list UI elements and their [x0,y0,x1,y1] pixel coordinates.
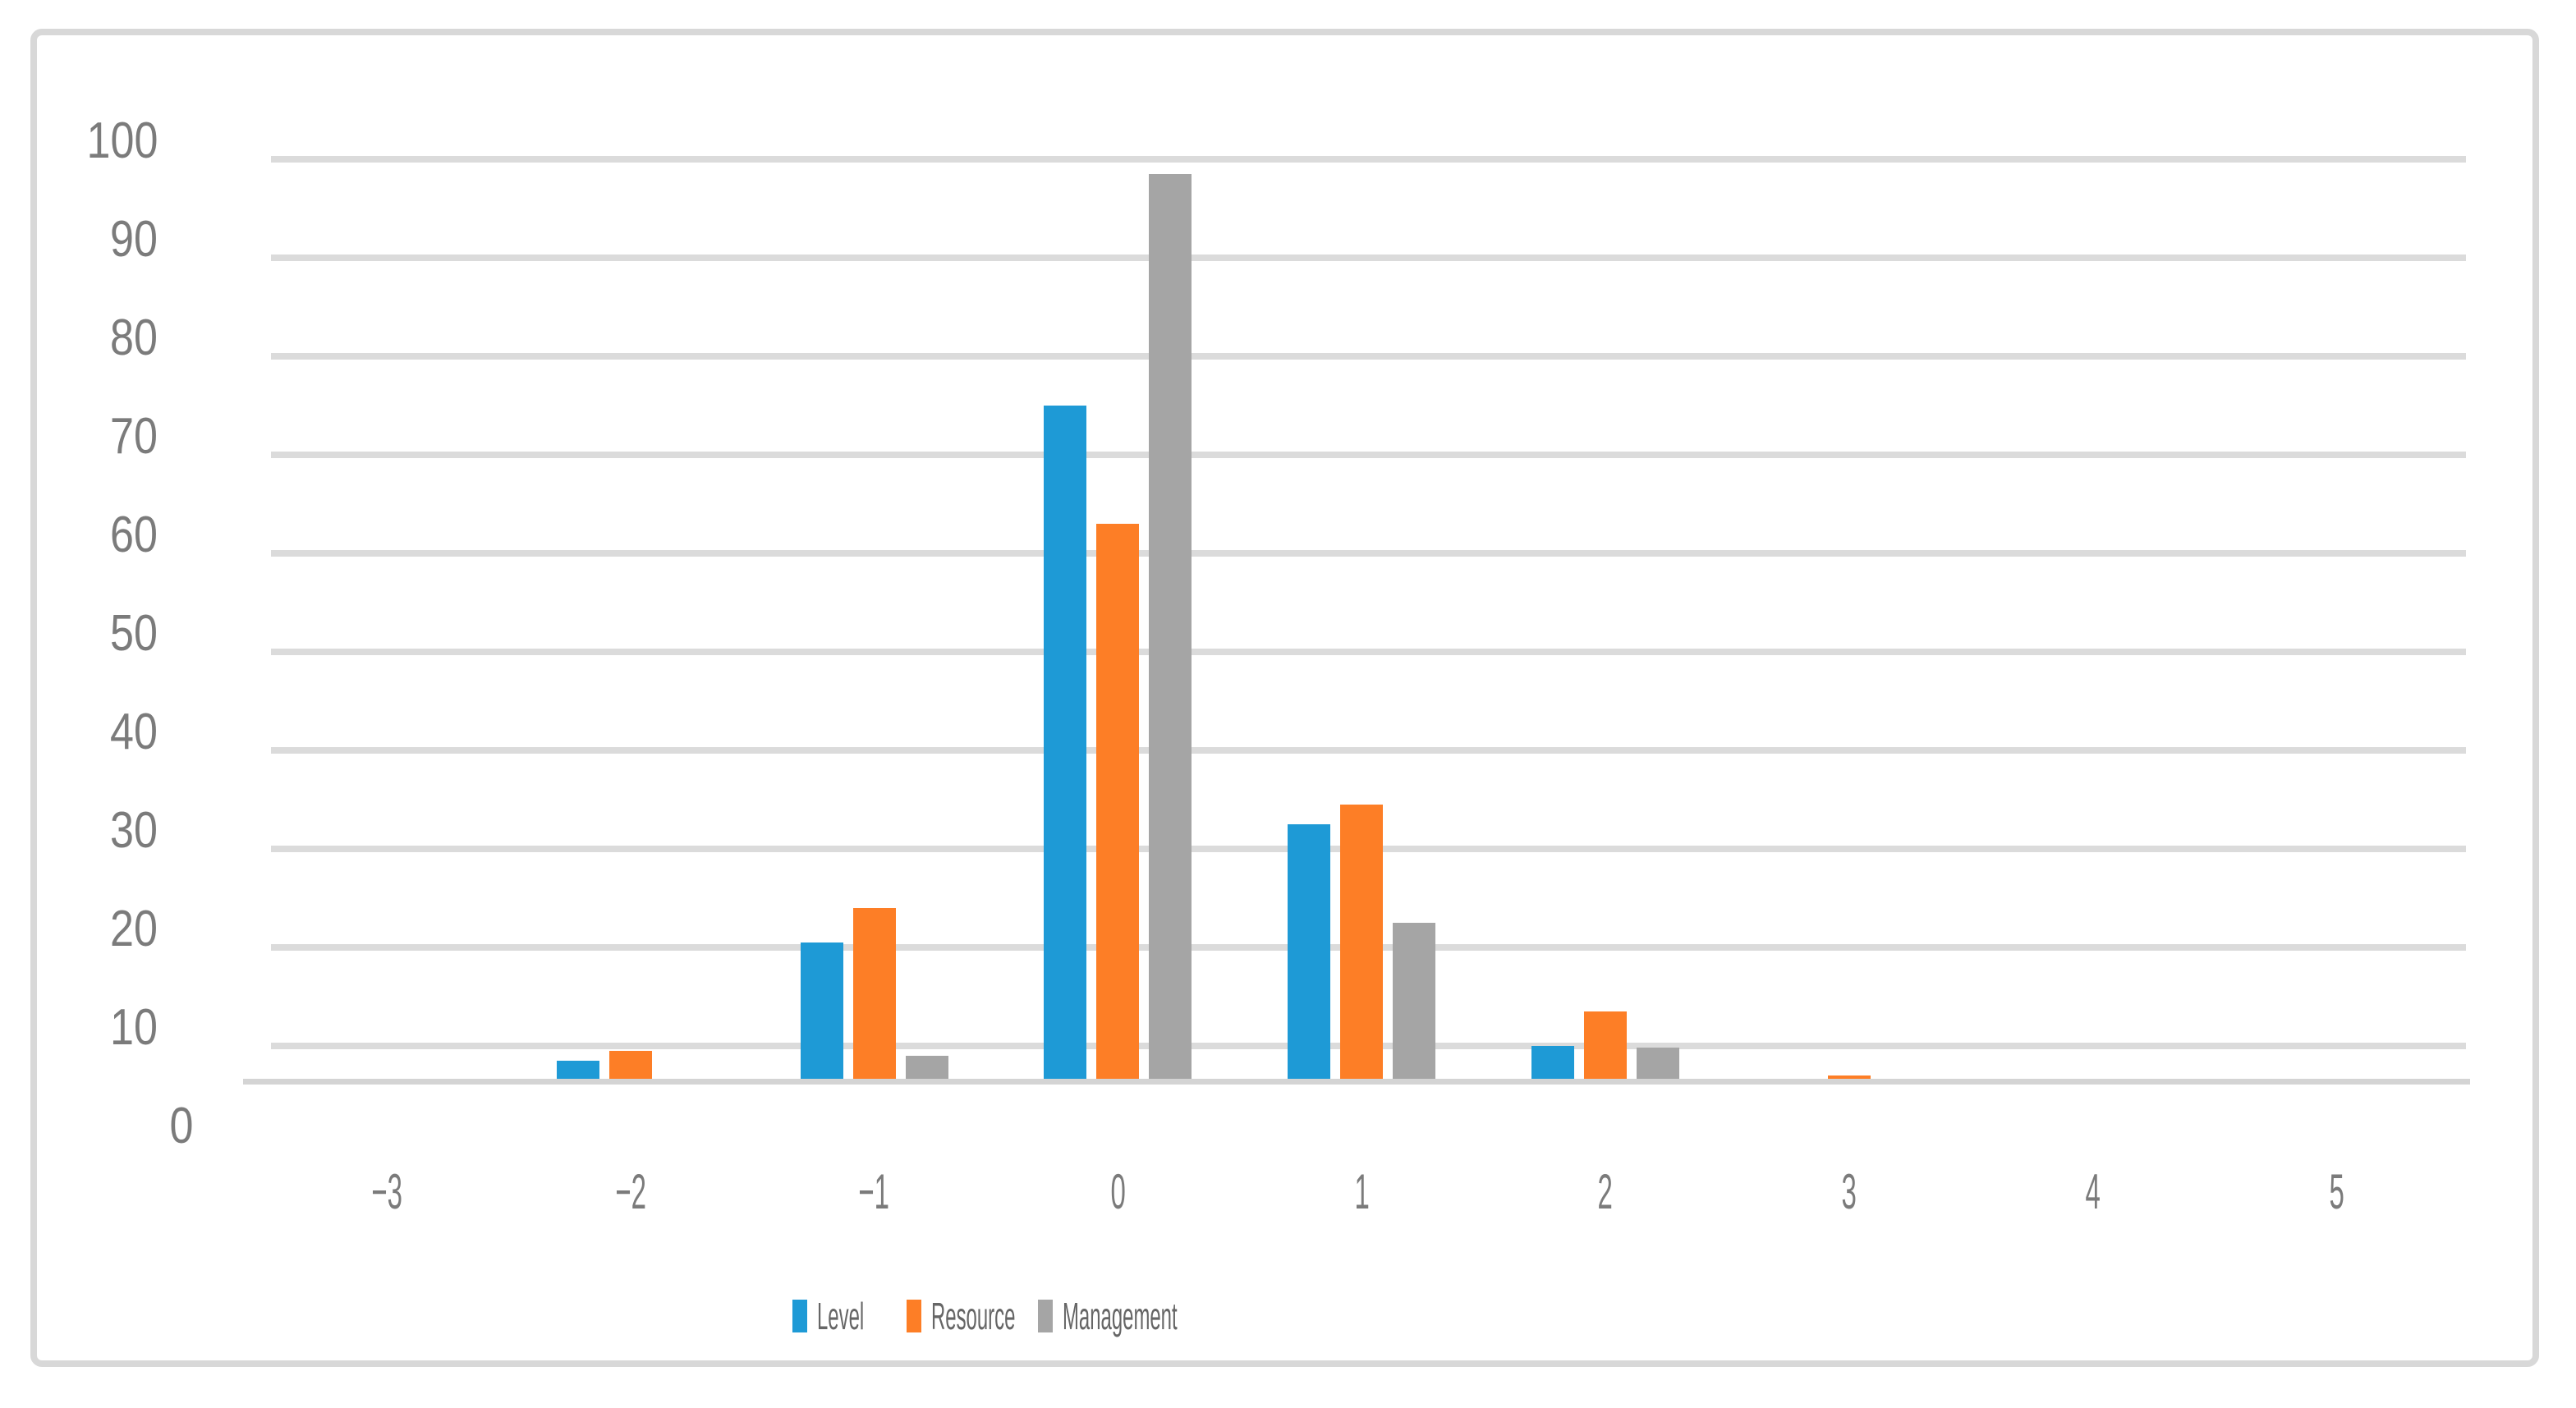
y-tick-text: 70 [110,408,158,465]
legend-swatch-management [1038,1300,1053,1332]
x-tick-text: −1 [858,1164,890,1219]
x-tick-label-5: 5 [2254,1166,2418,1218]
legend-label-management: Management [1063,1296,1283,1337]
y-gridline-90 [271,255,2466,261]
y-tick-text: 90 [110,211,158,268]
y-gridline-40 [271,747,2466,754]
x-tick-label-4: 4 [2011,1166,2175,1218]
x-tick-text: 2 [1597,1164,1614,1219]
bar-resource-cat3 [1828,1075,1871,1079]
legend-swatch-resource [907,1300,921,1332]
y-gridline-100 [271,156,2466,163]
y-tick-label-40: 40 [0,707,158,758]
x-tick-label-1: 1 [1279,1166,1444,1218]
y-tick-label-60: 60 [0,510,158,561]
x-tick-text: 1 [1354,1164,1370,1219]
x-axis-line [243,1079,2470,1085]
x-tick-label--1: −1 [792,1166,957,1218]
bar-management-cat0 [1149,174,1192,1079]
bar-resource-cat1 [1340,805,1383,1079]
y-tick-label-0: 0 [0,1101,193,1152]
legend-label-text: Resource [931,1295,1016,1337]
x-tick-text: −3 [371,1164,402,1219]
x-tick-text: 4 [2085,1164,2101,1219]
y-tick-label-50: 50 [0,608,158,659]
y-tick-text: 20 [110,901,158,957]
legend-label-text: Level [817,1295,865,1337]
legend-label-level: Level [817,1296,907,1337]
bar-resource-cat-1 [853,908,896,1079]
y-tick-text: 10 [110,999,158,1056]
y-gridline-80 [271,353,2466,360]
x-tick-text: 0 [1110,1164,1126,1219]
figure-border [30,29,2539,1367]
y-tick-label-90: 90 [0,214,158,265]
y-tick-label-10: 10 [0,1002,158,1053]
bar-management-cat1 [1393,923,1435,1079]
x-tick-text: 5 [2329,1164,2344,1219]
bar-management-cat-1 [906,1056,948,1079]
y-tick-text: 30 [110,802,158,859]
x-tick-label-3: 3 [1767,1166,1931,1218]
bar-management-cat2 [1637,1048,1679,1079]
x-tick-label--3: −3 [305,1166,469,1218]
x-tick-label-2: 2 [1523,1166,1687,1218]
y-gridline-60 [271,550,2466,557]
y-tick-label-100: 100 [0,116,158,167]
x-tick-text: 3 [1841,1164,1857,1219]
bar-resource-cat-2 [609,1051,652,1079]
bar-level-cat-1 [801,942,843,1079]
y-tick-text: 80 [110,310,158,366]
legend-label-text: Management [1063,1295,1178,1337]
x-tick-label-0: 0 [1035,1166,1200,1218]
y-tick-text: 100 [86,112,158,169]
y-tick-label-70: 70 [0,411,158,462]
y-tick-label-20: 20 [0,904,158,955]
bar-level-cat1 [1288,824,1330,1079]
bar-level-cat-2 [557,1061,599,1079]
x-tick-text: −2 [614,1164,646,1219]
y-tick-text: 0 [169,1098,193,1154]
y-gridline-50 [271,649,2466,655]
y-gridline-70 [271,452,2466,458]
bar-resource-cat2 [1584,1011,1627,1079]
legend-label-resource: Resource [931,1296,1093,1337]
y-tick-text: 60 [110,507,158,563]
y-tick-text: 50 [110,605,158,662]
bar-level-cat0 [1044,406,1086,1079]
y-tick-label-30: 30 [0,805,158,856]
x-tick-label--2: −2 [549,1166,713,1218]
bar-level-cat2 [1531,1046,1574,1079]
y-tick-label-80: 80 [0,313,158,364]
y-tick-text: 40 [110,704,158,760]
legend-swatch-level [792,1300,807,1332]
bar-resource-cat0 [1096,524,1139,1079]
